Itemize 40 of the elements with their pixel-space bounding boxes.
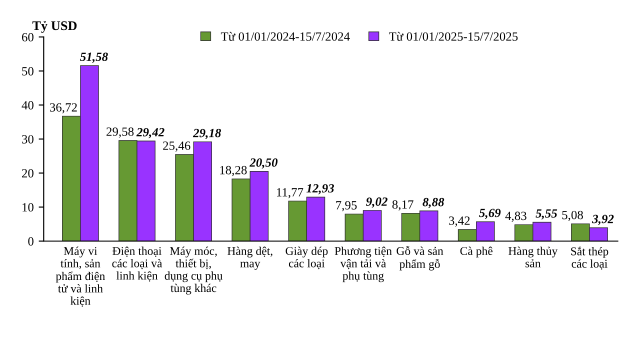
x-tick-label: Cà phê (460, 246, 493, 258)
data-label: 7,95 (336, 201, 357, 212)
y-tick-label: 10 (22, 203, 34, 212)
y-tick-label: 60 (22, 32, 34, 42)
data-label: 4,83 (505, 212, 526, 222)
data-label: 18,28 (220, 166, 247, 176)
y-tick-label: 20 (22, 169, 34, 178)
data-label: 5,08 (562, 210, 583, 222)
data-label: 8,17 (392, 200, 414, 211)
data-label: 8,88 (422, 198, 444, 208)
x-tick-label: Gỗ và sản phẩm gỗ (396, 246, 444, 270)
x-tick-label: Máy móc, thiết bị, dụng cụ phụ tùng khác (164, 246, 223, 295)
data-label: 20,50 (249, 158, 278, 169)
data-label: 12,93 (306, 184, 334, 194)
data-label: 11,77 (276, 188, 304, 198)
data-label: 29,58 (106, 127, 134, 138)
x-tick-label: Điện thoại các loại và linh kiện (112, 246, 162, 282)
data-label: 3,42 (449, 216, 470, 227)
x-tick-label: Giày dép các loại (286, 246, 328, 270)
data-label: 5,69 (479, 208, 501, 219)
legend-label: Từ 01/01/2024-15/7/2024 (220, 32, 350, 41)
data-label: 29,18 (192, 128, 222, 140)
legend-label: Từ 01/01/2025-15/7/2025 (389, 32, 518, 41)
data-label: 25,46 (163, 142, 190, 152)
x-tick-label: Máy vi tính, sản phẩm điện tử và linh kiện (56, 246, 106, 307)
y-tick-label: 0 (28, 237, 34, 246)
y-tick-label: 30 (22, 135, 34, 144)
data-label: 3,92 (592, 214, 614, 226)
x-tick-label: Hàng dệt, may (228, 246, 272, 270)
x-tick-label: Phương tiện vận tải và phụ tùng (334, 246, 392, 282)
y-axis-title: Tỷ USD (32, 21, 77, 33)
data-label: 9,02 (366, 197, 388, 208)
y-tick-label: 50 (22, 67, 34, 76)
data-label: 5,55 (536, 209, 558, 220)
y-tick-label: 40 (22, 101, 34, 110)
data-label: 36,72 (50, 103, 77, 114)
data-label: 51,58 (80, 52, 108, 63)
x-tick-label: Sắt thép các loại (571, 246, 608, 270)
x-tick-label: Hàng thủy sản (508, 246, 558, 268)
data-label: 29,42 (136, 128, 164, 138)
